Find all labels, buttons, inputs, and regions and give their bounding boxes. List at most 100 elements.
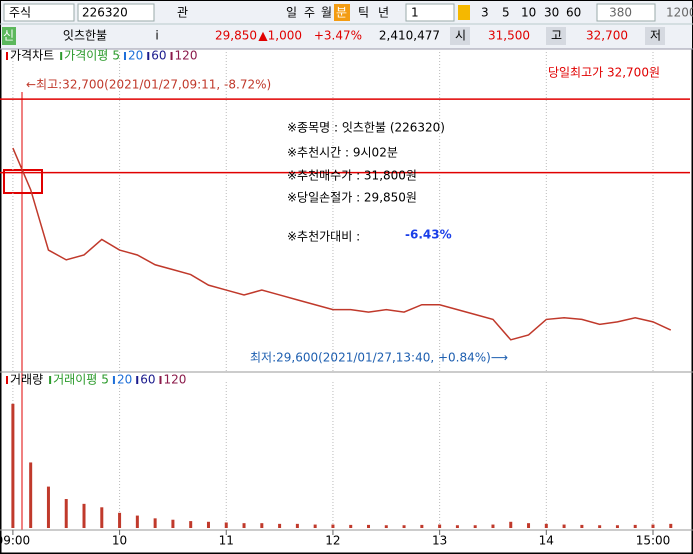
volume-bar — [651, 524, 655, 528]
label-bg — [645, 27, 665, 45]
volume-bar — [313, 524, 317, 528]
volume-bar — [509, 521, 513, 528]
volume-bar — [331, 524, 335, 528]
period[interactable]: 일 — [286, 6, 297, 20]
ma-period: 120 — [175, 49, 198, 63]
legend-swatch — [60, 52, 63, 60]
quote-high: 32,700 — [586, 29, 628, 43]
quote-flag: 신 — [3, 29, 14, 43]
headline: 당일최고가 32,700원 — [548, 66, 660, 80]
market-select[interactable] — [3, 3, 75, 22]
ma-period: 20 — [128, 49, 143, 63]
volume-bar — [384, 525, 388, 528]
quote-rate: +3.47% — [314, 29, 362, 43]
volume-bar — [100, 507, 104, 528]
button[interactable]: 관 — [177, 6, 188, 20]
volume-bar — [544, 523, 548, 528]
quote-info: i — [155, 29, 158, 43]
ma-period: 20 — [117, 373, 132, 387]
flag-bg — [2, 27, 16, 45]
ma-period: 120 — [164, 373, 187, 387]
ma-period: 5 — [112, 49, 120, 63]
interval[interactable]: 3 — [481, 6, 489, 20]
x-tick-label: 12 — [325, 534, 340, 548]
interval[interactable]: 60 — [566, 6, 581, 20]
legend-swatch — [123, 52, 126, 60]
period[interactable]: 분 — [336, 6, 347, 20]
count2: 1200 — [666, 6, 693, 20]
period[interactable]: 년 — [378, 6, 389, 20]
ma-label: 거래이평 — [53, 373, 97, 387]
volume-bar — [562, 524, 566, 528]
x-tick-label: 15:00 — [636, 534, 671, 548]
volume-bar — [367, 524, 371, 528]
ma-label: 가격이평 — [64, 49, 108, 63]
legend-swatch — [159, 376, 162, 384]
x-tick-label: 11 — [219, 534, 234, 548]
ma-period: 5 — [101, 373, 109, 387]
interval[interactable]: 5 — [502, 6, 510, 20]
volume-bar — [633, 524, 637, 528]
volume-bar — [171, 519, 175, 528]
volume-bar — [420, 524, 424, 528]
quote-volume: 2,410,477 — [379, 29, 440, 43]
interval[interactable]: 10 — [521, 6, 536, 20]
volume-bar — [242, 523, 246, 528]
interval[interactable]: 30 — [544, 6, 559, 20]
legend-swatch — [6, 52, 8, 60]
info-line: ※추천가대비 : — [287, 229, 360, 244]
volume-bar — [295, 523, 299, 528]
volume-bar — [669, 523, 673, 528]
volume-bar — [206, 521, 210, 528]
info-line: ※추천매수가 : 31,800원 — [287, 168, 417, 183]
volume-bar — [438, 524, 442, 528]
legend-swatch — [147, 52, 150, 60]
period[interactable]: 주 — [304, 6, 315, 20]
rate: -6.43% — [405, 228, 452, 242]
x-tick-label: 10 — [112, 534, 127, 548]
volume-bar — [135, 515, 139, 528]
code: 226320 — [82, 6, 128, 20]
volume-bar — [402, 525, 406, 528]
market: 주식 — [9, 6, 31, 20]
code-input[interactable] — [77, 3, 155, 22]
volume-bar — [82, 503, 86, 528]
period[interactable]: 월 — [321, 6, 332, 20]
volume-bar — [527, 523, 531, 528]
volume-bar — [189, 521, 193, 528]
volume-bar — [491, 524, 495, 528]
quote-name: 잇츠한불 — [63, 29, 107, 43]
volume-bar — [349, 524, 353, 528]
legend-swatch — [49, 376, 52, 384]
quote-change: ▲1,000 — [258, 29, 302, 43]
volume-bar — [598, 525, 602, 528]
volume-bar — [11, 403, 15, 528]
volume-bar — [46, 486, 50, 528]
unit: 1 — [411, 6, 419, 20]
period[interactable]: 틱 — [358, 6, 369, 20]
volume-bar — [278, 523, 282, 528]
x-tick-label: 13 — [432, 534, 447, 548]
volume-bar — [64, 499, 68, 528]
label-bg — [450, 27, 470, 45]
legend-swatch — [112, 376, 115, 384]
panel-title: 거래량 — [10, 373, 43, 387]
legend-swatch — [170, 52, 173, 60]
count-input[interactable] — [596, 3, 656, 22]
count: 380 — [609, 6, 632, 20]
info-line: ※당일손절가 : 29,850원 — [287, 191, 417, 205]
volume-bar — [118, 512, 122, 528]
info-line: ※추천시간 : 9시02분 — [287, 145, 398, 160]
volume-bar — [260, 523, 264, 528]
icon — [458, 5, 470, 20]
ma-period: 60 — [151, 49, 166, 63]
quote-high-label: 고 — [551, 29, 562, 43]
volume-bar — [29, 462, 33, 528]
unit-select[interactable] — [405, 3, 455, 22]
x-tick-label: 09:00 — [0, 534, 30, 548]
x-tick-label: 14 — [539, 534, 554, 548]
info-line: ※종목명 : 잇츠한불 (226320) — [287, 121, 445, 135]
